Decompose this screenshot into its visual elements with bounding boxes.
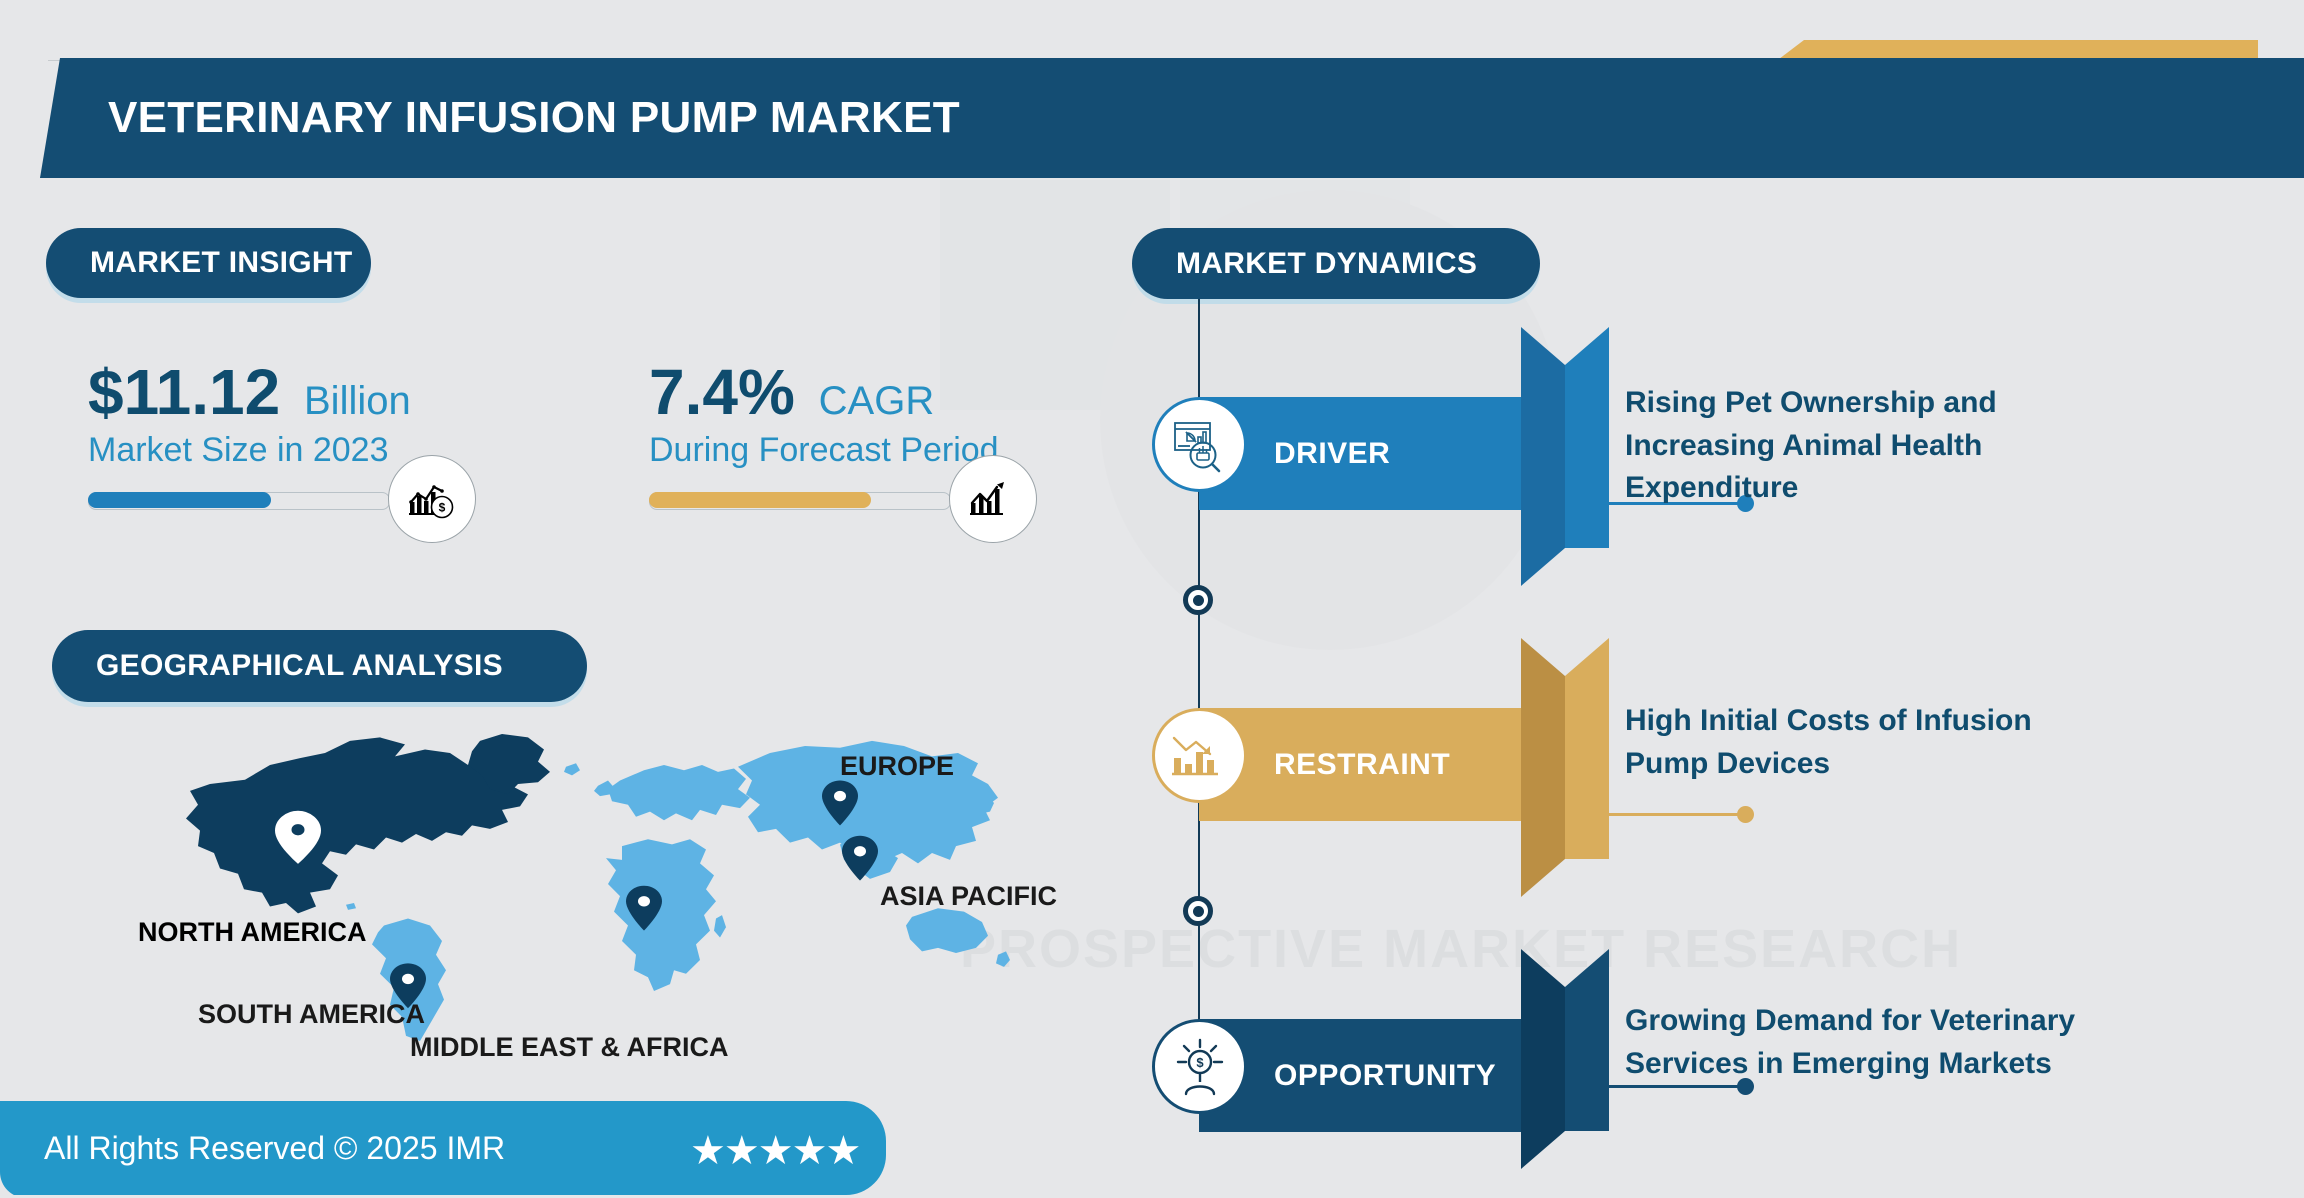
svg-text:$: $ <box>439 501 446 515</box>
svg-text:$: $ <box>1196 1055 1204 1070</box>
